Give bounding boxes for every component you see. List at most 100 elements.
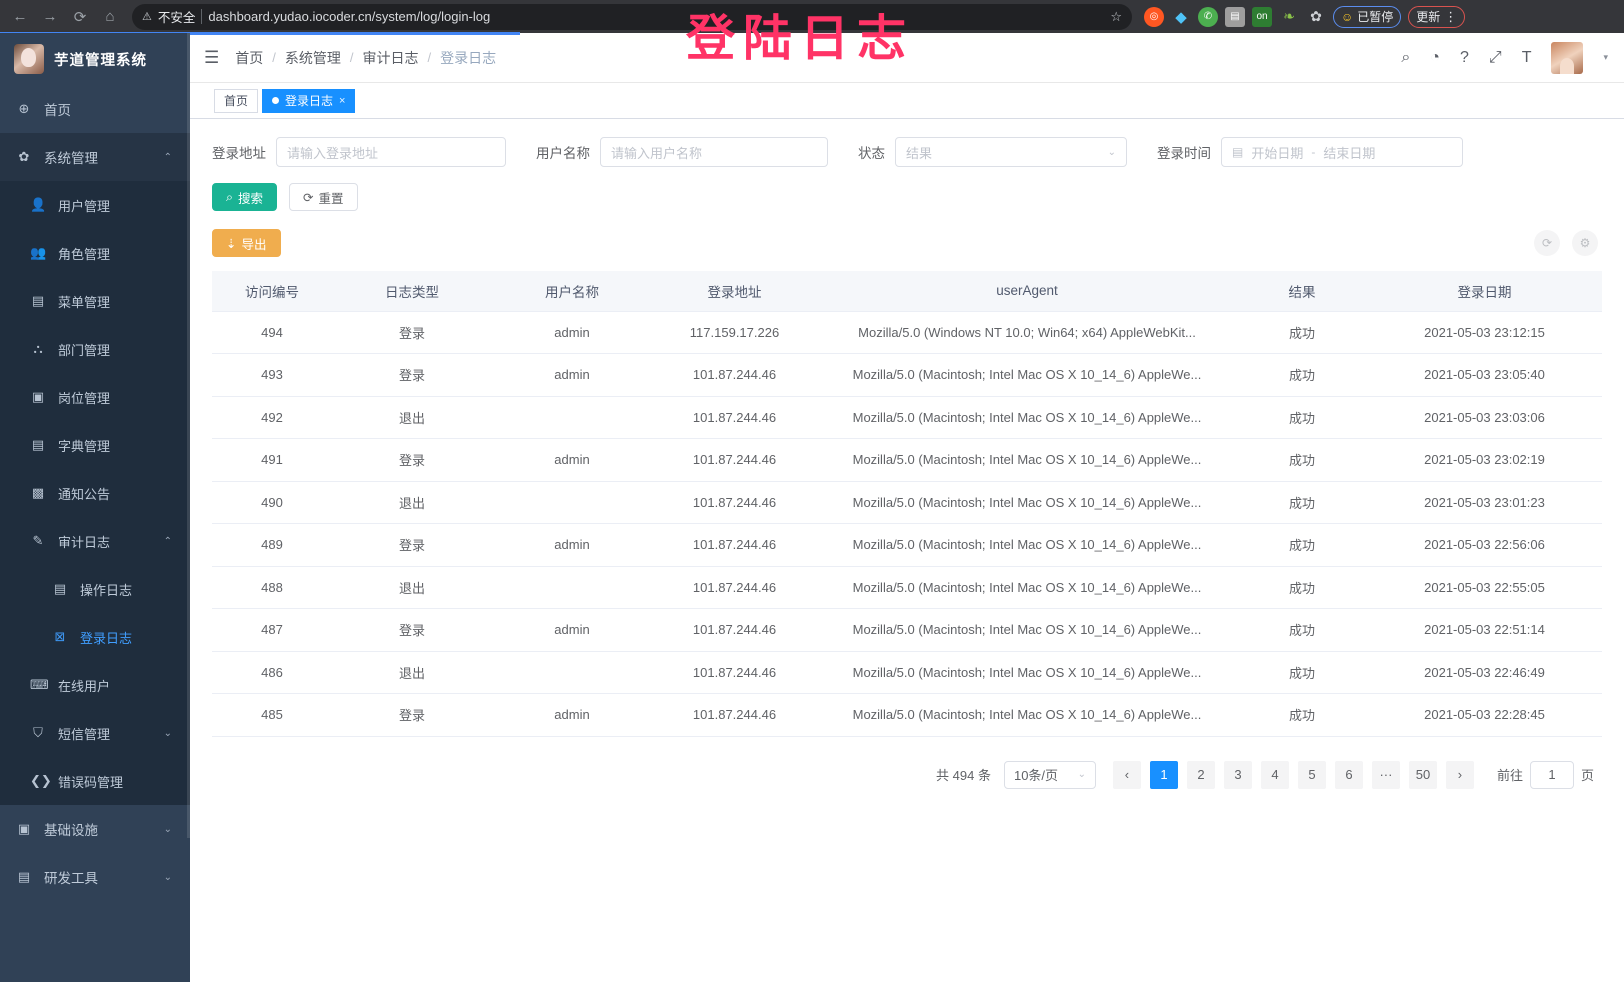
page-jump-input[interactable]: 1	[1529, 760, 1574, 789]
sidebar-logo[interactable]: 芋道管理系统	[0, 33, 190, 85]
cell-username: admin	[492, 311, 652, 354]
breadcrumb-item-system[interactable]: 系统管理	[284, 49, 341, 66]
sidebar-item-error-code[interactable]: ❮❯ 错误码管理	[0, 757, 190, 805]
sidebar-item-label: 部门管理	[58, 342, 111, 358]
extension-icon-leaf[interactable]: ❧	[1283, 8, 1295, 24]
login-address-input[interactable]: 请输入登录地址	[276, 137, 506, 167]
extension-icon-on[interactable]: on	[1252, 6, 1272, 27]
table-row[interactable]: 490 退出 101.87.244.46 Mozilla/5.0 (Macintosh…	[212, 481, 1602, 524]
sidebar-item-login-log[interactable]: ⊠ 登录日志	[0, 613, 190, 661]
breadcrumb-item-audit[interactable]: 审计日志	[362, 49, 419, 66]
back-icon[interactable]: ←	[12, 8, 28, 25]
sidebar-item-infrastructure[interactable]: ▣ 基础设施 ⌄	[0, 805, 190, 853]
sidebar-scrollbar[interactable]	[187, 33, 190, 838]
address-bar[interactable]: ⚠ 不安全 dashboard.yudao.iocoder.cn/system/…	[132, 3, 1132, 30]
cell-access-id: 492	[212, 396, 332, 439]
page-button-6[interactable]: 6	[1334, 760, 1363, 789]
font-size-icon[interactable]: T	[1521, 48, 1532, 66]
page-button-50[interactable]: 50	[1408, 760, 1437, 789]
github-icon[interactable]: ◔	[1430, 48, 1440, 66]
table-row[interactable]: 486 退出 101.87.244.46 Mozilla/5.0 (Macintosh…	[212, 651, 1602, 694]
close-icon[interactable]: ×	[339, 94, 346, 107]
login-time-label: 登录时间	[1157, 146, 1211, 161]
sidebar-item-label: 字典管理	[58, 438, 111, 454]
table-row[interactable]: 488 退出 101.87.244.46 Mozilla/5.0 (Macintosh…	[212, 566, 1602, 609]
login-time-range-picker[interactable]: ▤ 开始日期 - 结束日期	[1221, 137, 1463, 167]
page-button-2[interactable]: 2	[1186, 760, 1215, 789]
reset-button[interactable]: ⟳ 重置	[289, 183, 358, 211]
sidebar-item-user-mgmt[interactable]: 👤 用户管理	[0, 181, 190, 229]
fullscreen-icon[interactable]: ⤢	[1488, 48, 1502, 66]
table-row[interactable]: 489 登录 admin 101.87.244.46 Mozilla/5.0 (Maci…	[212, 523, 1602, 567]
column-settings-icon[interactable]: ⚙	[1572, 230, 1598, 256]
chevron-down-icon[interactable]: ▾	[1603, 52, 1608, 62]
sidebar-item-role-mgmt[interactable]: 👥 角色管理	[0, 229, 190, 277]
extension-icon-green[interactable]: ✆	[1198, 6, 1218, 27]
extension-icon-orange[interactable]: ◎	[1144, 6, 1164, 27]
table-row[interactable]: 494 登录 admin 117.159.17.226 Mozilla/5.0 (Win…	[212, 311, 1602, 354]
forward-icon[interactable]: →	[42, 8, 58, 25]
end-date-input[interactable]: 结束日期	[1323, 145, 1376, 161]
sidebar-item-dev-tools[interactable]: ▤ 研发工具 ⌄	[0, 853, 190, 901]
home-icon[interactable]: ⌂	[105, 8, 115, 25]
prev-page-button[interactable]: ‹	[1112, 760, 1141, 789]
paused-pill[interactable]: ☺ 已暂停	[1333, 5, 1402, 28]
sidebar-item-notice[interactable]: ▩ 通知公告	[0, 469, 190, 517]
table-row[interactable]: 487 登录 admin 101.87.244.46 Mozilla/5.0 (Maci…	[212, 608, 1602, 652]
extension-icon-gray[interactable]: ▤	[1225, 6, 1245, 27]
sidebar-submenu-system: 👤 用户管理 👥 角色管理 ▤ 菜单管理 ⛬ 部门管理 ▣ 岗位管理	[0, 181, 190, 805]
update-pill[interactable]: 更新 ⋮	[1408, 5, 1466, 28]
help-icon[interactable]: ?	[1459, 48, 1469, 66]
sidebar-item-dept-mgmt[interactable]: ⛬ 部门管理	[0, 325, 190, 373]
table-row[interactable]: 491 登录 admin 101.87.244.46 Mozilla/5.0 (Maci…	[212, 438, 1602, 482]
chevron-up-icon: ⌃	[163, 151, 172, 163]
col-login-addr: 登录地址	[652, 271, 817, 312]
hamburger-icon[interactable]: ☰	[204, 48, 220, 67]
refresh-icon[interactable]: ⟳	[1534, 230, 1560, 256]
start-date-input[interactable]: 开始日期	[1251, 145, 1304, 161]
cell-login-addr: 101.87.244.46	[652, 523, 817, 567]
next-page-button[interactable]: ›	[1445, 760, 1474, 789]
sidebar-item-audit-log[interactable]: ✎ 审计日志 ⌃	[0, 517, 190, 565]
cell-username: admin	[492, 608, 652, 652]
cell-access-id: 487	[212, 608, 332, 652]
username-input[interactable]: 请输入用户名称	[600, 137, 828, 167]
sidebar-item-system[interactable]: ✿ 系统管理 ⌃	[0, 133, 190, 181]
sidebar-item-online-user[interactable]: ⌨ 在线用户	[0, 661, 190, 709]
page-button-3[interactable]: 3	[1223, 760, 1252, 789]
status-select[interactable]: 结果 ⌄	[895, 137, 1127, 167]
sidebar-item-home[interactable]: ⊕ 首页	[0, 85, 190, 133]
login-log-table-wrapper: 访问编号 日志类型 用户名称 登录地址 userAgent 结果 登录日期 49…	[190, 257, 1624, 737]
puzzle-icon[interactable]: ✿	[1310, 8, 1322, 24]
table-row[interactable]: 485 登录 admin 101.87.244.46 Mozilla/5.0 (Maci…	[212, 693, 1602, 737]
sidebar-item-dict-mgmt[interactable]: ▤ 字典管理	[0, 421, 190, 469]
export-button[interactable]: ⇣ 导出	[212, 229, 281, 257]
sidebar-item-post-mgmt[interactable]: ▣ 岗位管理	[0, 373, 190, 421]
cell-user-agent: Mozilla/5.0 (Macintosh; Intel Mac OS X 1…	[817, 693, 1237, 737]
search-icon[interactable]: ⌕	[1401, 48, 1411, 66]
sidebar-item-label: 审计日志	[58, 534, 111, 550]
page-button-1[interactable]: 1	[1149, 760, 1178, 789]
avatar[interactable]	[1551, 41, 1584, 74]
table-row[interactable]: 493 登录 admin 101.87.244.46 Mozilla/5.0 (Maci…	[212, 353, 1602, 397]
sidebar-item-label: 系统管理	[44, 151, 98, 166]
extension-icon-diamond[interactable]: ◆	[1175, 8, 1187, 26]
page-button-5[interactable]: 5	[1297, 760, 1326, 789]
sidebar-item-menu-mgmt[interactable]: ▤ 菜单管理	[0, 277, 190, 325]
tab-home[interactable]: 首页	[214, 88, 259, 113]
search-button[interactable]: ⌕ 搜索	[212, 183, 278, 211]
table-row[interactable]: 492 退出 101.87.244.46 Mozilla/5.0 (Macintosh…	[212, 396, 1602, 439]
sidebar-item-label: 基础设施	[44, 823, 98, 838]
sidebar-item-sms-mgmt[interactable]: ⛉ 短信管理 ⌄	[0, 709, 190, 757]
page-size-select[interactable]: 10条/页 ⌄	[1003, 760, 1096, 789]
bookmark-star-icon[interactable]: ☆	[1110, 8, 1122, 24]
page-ellipsis[interactable]: ···	[1371, 760, 1400, 789]
sidebar-item-operation-log[interactable]: ▤ 操作日志	[0, 565, 190, 613]
reload-icon[interactable]: ⟳	[73, 8, 87, 26]
breadcrumb-item-home[interactable]: 首页	[235, 49, 264, 66]
browser-toolbar: ← → ⟳ ⌂ ⚠ 不安全 dashboard.yudao.iocoder.cn…	[0, 0, 1624, 35]
tab-login-log[interactable]: 登录日志 ×	[262, 88, 356, 113]
search-button-label: 搜索	[238, 191, 264, 206]
browser-menu-icon[interactable]: ⋮	[1444, 8, 1458, 24]
page-button-4[interactable]: 4	[1260, 760, 1289, 789]
